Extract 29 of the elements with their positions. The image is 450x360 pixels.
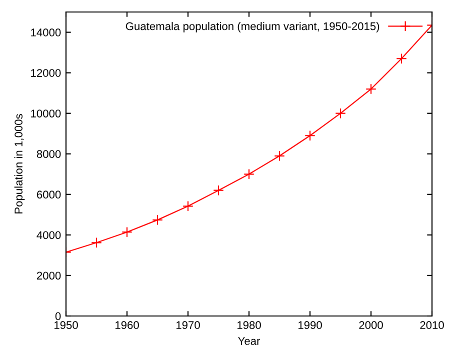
point [91, 237, 102, 248]
x-tick-label: 1950 [54, 321, 78, 330]
legend-label: Guatemala population (medium variant, 1950-2015) [126, 22, 380, 32]
point [335, 108, 346, 119]
y-tick-label: 14000 [31, 28, 61, 36]
y-tick-label: 12000 [31, 69, 61, 77]
point [182, 200, 194, 212]
point [152, 214, 163, 226]
x-axis-title: Year [238, 337, 260, 345]
x-tick-label: 2010 [420, 321, 444, 330]
point [244, 168, 254, 180]
x-tick-label: 1980 [237, 321, 261, 330]
y-tick-label: 4000 [36, 231, 61, 240]
y-tick-label: 6000 [36, 190, 61, 199]
y-tick-label: 10000 [31, 110, 61, 118]
point [366, 84, 376, 94]
y-tick-label: 0 [55, 312, 61, 320]
point [396, 53, 407, 64]
x-tick-label: 2000 [359, 321, 383, 330]
point [213, 184, 224, 196]
point [122, 226, 132, 238]
point [304, 130, 316, 142]
x-tick-label: 1990 [298, 321, 322, 330]
y-tick-label: 8000 [36, 150, 61, 158]
y-tick-label: 2000 [36, 272, 61, 280]
point [274, 150, 285, 162]
y-axis-title: Population in 1,000s [14, 114, 25, 214]
x-tick-label: 1960 [115, 321, 139, 330]
x-tick-label: 1970 [176, 321, 200, 330]
